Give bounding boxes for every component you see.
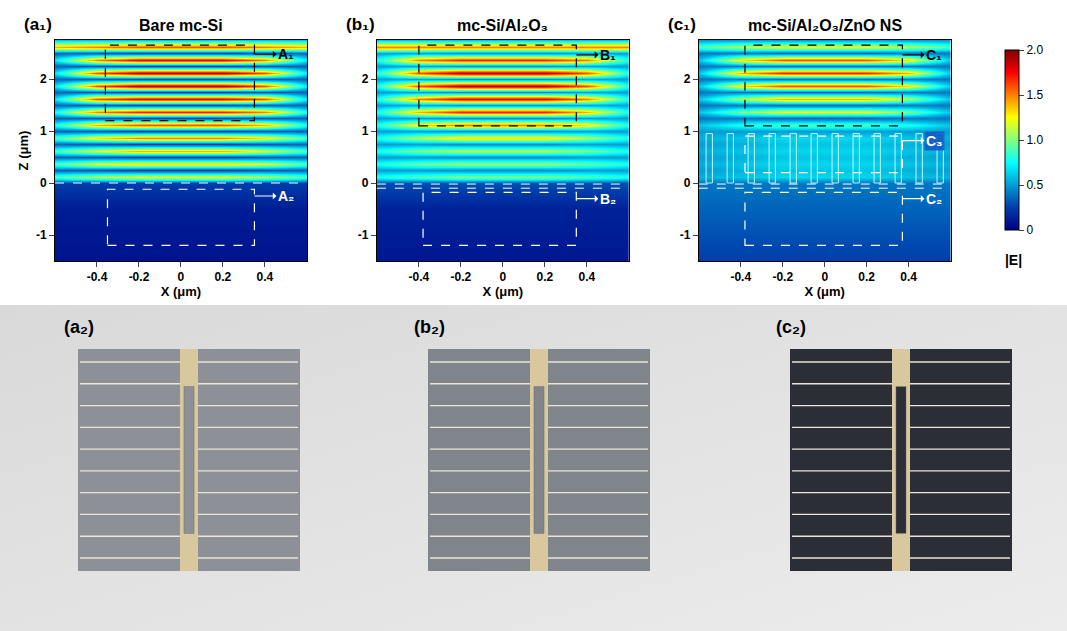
- svg-text:0: 0: [500, 270, 507, 284]
- svg-text:0.2: 0.2: [536, 270, 553, 284]
- svg-text:-0.2: -0.2: [129, 270, 150, 284]
- svg-text:0: 0: [1026, 223, 1033, 237]
- svg-text:-0.2: -0.2: [772, 270, 793, 284]
- svg-text:mc-Si/Al₂O₃/ZnO NS: mc-Si/Al₂O₃/ZnO NS: [748, 17, 902, 34]
- svg-text:0: 0: [684, 176, 691, 190]
- svg-text:-1: -1: [36, 228, 47, 242]
- svg-text:X (μm): X (μm): [161, 284, 201, 299]
- svg-text:Z (μm): Z (μm): [16, 131, 31, 171]
- svg-text:1.0: 1.0: [1026, 133, 1043, 147]
- svg-text:A₂: A₂: [278, 188, 294, 204]
- svg-text:-1: -1: [680, 228, 691, 242]
- svg-text:(b₁): (b₁): [346, 15, 375, 34]
- svg-text:2.0: 2.0: [1026, 43, 1043, 57]
- svg-text:(a₂): (a₂): [64, 317, 94, 337]
- svg-text:-0.2: -0.2: [451, 270, 472, 284]
- svg-text:B₁: B₁: [600, 47, 616, 63]
- svg-text:1: 1: [40, 124, 47, 138]
- svg-text:(c₂): (c₂): [776, 317, 806, 337]
- svg-text:0: 0: [362, 176, 369, 190]
- svg-text:C₁: C₁: [926, 47, 942, 63]
- svg-text:(a₁): (a₁): [24, 15, 52, 34]
- svg-text:(b₂): (b₂): [414, 317, 445, 337]
- svg-text:X (μm): X (μm): [483, 284, 523, 299]
- svg-text:1: 1: [362, 124, 369, 138]
- svg-text:2: 2: [362, 72, 369, 86]
- svg-text:0: 0: [40, 176, 47, 190]
- svg-text:1.5: 1.5: [1026, 88, 1043, 102]
- svg-text:-0.4: -0.4: [409, 270, 430, 284]
- svg-text:|E|: |E|: [1005, 252, 1022, 268]
- svg-text:(c₁): (c₁): [668, 15, 696, 34]
- svg-text:B₂: B₂: [600, 191, 616, 207]
- svg-text:C₃: C₃: [926, 133, 943, 149]
- svg-text:2: 2: [40, 72, 47, 86]
- svg-text:2: 2: [684, 72, 691, 86]
- svg-text:0.2: 0.2: [215, 270, 232, 284]
- svg-text:0: 0: [178, 270, 185, 284]
- svg-text:0.4: 0.4: [257, 270, 274, 284]
- svg-text:Bare mc-Si: Bare mc-Si: [139, 17, 223, 34]
- svg-text:A₁: A₁: [278, 46, 294, 62]
- svg-text:0.5: 0.5: [1026, 178, 1043, 192]
- svg-text:-0.4: -0.4: [730, 270, 751, 284]
- svg-text:0.4: 0.4: [900, 270, 917, 284]
- svg-text:mc-Si/Al₂O₃: mc-Si/Al₂O₃: [457, 17, 548, 34]
- svg-text:1: 1: [684, 124, 691, 138]
- svg-text:0: 0: [821, 270, 828, 284]
- svg-text:-1: -1: [358, 228, 369, 242]
- svg-text:0.2: 0.2: [858, 270, 875, 284]
- svg-text:0.4: 0.4: [578, 270, 595, 284]
- svg-text:C₂: C₂: [926, 191, 942, 207]
- svg-text:X (μm): X (μm): [804, 284, 844, 299]
- svg-text:-0.4: -0.4: [87, 270, 108, 284]
